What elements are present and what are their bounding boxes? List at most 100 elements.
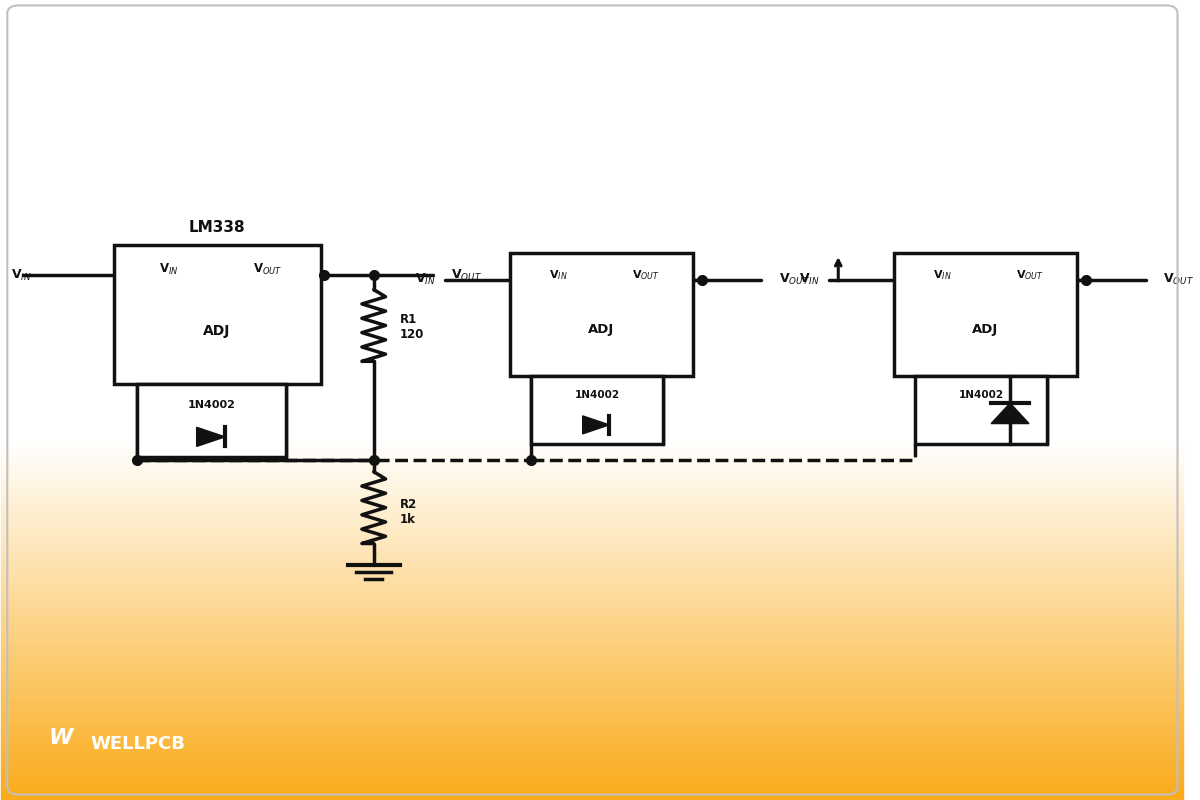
- Text: V$_{OUT}$: V$_{OUT}$: [632, 268, 660, 282]
- Bar: [1, 68, 1183, 70]
- Bar: [1, 517, 1183, 519]
- Bar: [1, 238, 1183, 241]
- Bar: [1, 267, 1183, 270]
- Bar: [1, 20, 1183, 22]
- Bar: [1, 724, 1183, 727]
- Bar: [1, 177, 1183, 179]
- Bar: [1, 602, 1183, 605]
- Bar: [1, 565, 1183, 567]
- Bar: [1, 376, 1183, 378]
- Bar: [1, 4, 1183, 6]
- Bar: [1, 621, 1183, 623]
- Bar: [1, 155, 1183, 158]
- Bar: [1, 642, 1183, 645]
- Bar: [1, 570, 1183, 573]
- Bar: [1, 748, 1183, 750]
- Bar: [1, 384, 1183, 386]
- Bar: [1, 142, 1183, 145]
- Bar: [1, 179, 1183, 182]
- Bar: [1, 275, 1183, 278]
- Bar: [1, 778, 1183, 780]
- Bar: [1, 764, 1183, 766]
- Bar: [1, 299, 1183, 302]
- Bar: [1, 780, 1183, 782]
- Bar: [1, 102, 1183, 105]
- Bar: [1, 251, 1183, 254]
- Bar: [1, 34, 1183, 36]
- Bar: [1, 732, 1183, 735]
- Bar: [1, 546, 1183, 549]
- Bar: [1, 163, 1183, 166]
- Bar: [1, 291, 1183, 294]
- Bar: [1, 121, 1183, 124]
- Bar: [510, 253, 692, 376]
- Bar: [1, 786, 1183, 788]
- Bar: [1, 422, 1183, 424]
- Bar: [1, 610, 1183, 613]
- Bar: [1, 758, 1183, 762]
- Bar: [1, 278, 1183, 281]
- Bar: [1, 174, 1183, 177]
- Bar: [1, 129, 1183, 132]
- Bar: [1, 6, 1183, 10]
- Bar: [1, 105, 1183, 108]
- Bar: [1, 496, 1183, 498]
- Bar: [1, 482, 1183, 485]
- Bar: [1, 416, 1183, 418]
- Bar: [1, 684, 1183, 687]
- Bar: [1, 307, 1183, 310]
- Bar: [1, 296, 1183, 299]
- Bar: [1, 185, 1183, 187]
- Bar: [1, 615, 1183, 618]
- Bar: [1, 259, 1183, 262]
- Bar: [1, 424, 1183, 426]
- Bar: [1, 695, 1183, 698]
- Bar: [1, 490, 1183, 493]
- Bar: [1, 448, 1183, 450]
- Text: V$_{OUT}$: V$_{OUT}$: [253, 262, 283, 278]
- Bar: [1, 315, 1183, 318]
- Bar: [1, 78, 1183, 81]
- Bar: [1, 414, 1183, 416]
- Bar: [1, 182, 1183, 185]
- Bar: [1, 519, 1183, 522]
- Bar: [1, 360, 1183, 362]
- Bar: [1, 137, 1183, 139]
- Text: V$_{IN}$: V$_{IN}$: [548, 268, 568, 282]
- Bar: [1, 663, 1183, 666]
- Bar: [1, 719, 1183, 722]
- Text: ADJ: ADJ: [588, 322, 614, 336]
- Bar: [1, 62, 1183, 65]
- Bar: [1, 770, 1183, 772]
- Bar: [1, 22, 1183, 26]
- Bar: [1, 344, 1183, 347]
- Bar: [1, 124, 1183, 126]
- Bar: [1, 139, 1183, 142]
- Bar: [1, 631, 1183, 634]
- Bar: [1, 438, 1183, 440]
- Bar: [1, 28, 1183, 30]
- Bar: [1, 198, 1183, 201]
- Bar: [1, 262, 1183, 265]
- Bar: [1, 469, 1183, 472]
- Bar: [1, 509, 1183, 512]
- Bar: [1, 54, 1183, 57]
- Bar: [1, 46, 1183, 50]
- Bar: [1, 756, 1183, 758]
- Bar: [1, 76, 1183, 78]
- Bar: [1, 671, 1183, 674]
- Bar: [1, 241, 1183, 243]
- Bar: [1, 445, 1183, 448]
- Bar: [1, 698, 1183, 700]
- Bar: [1, 543, 1183, 546]
- Bar: [1, 466, 1183, 469]
- Bar: [1, 190, 1183, 193]
- Text: ADJ: ADJ: [204, 324, 230, 338]
- Bar: [1, 599, 1183, 602]
- Bar: [1, 772, 1183, 774]
- Bar: [1, 370, 1183, 374]
- Bar: [1, 504, 1183, 506]
- Bar: [1, 474, 1183, 477]
- Bar: [1, 89, 1183, 92]
- Text: V$_{OUT}$: V$_{OUT}$: [450, 268, 481, 282]
